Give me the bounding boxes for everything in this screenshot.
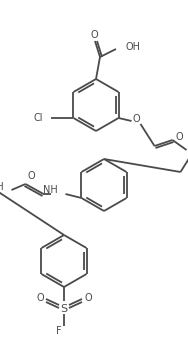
- Text: OH: OH: [125, 42, 140, 52]
- Text: F: F: [56, 326, 62, 336]
- Text: Cl: Cl: [34, 113, 43, 123]
- Text: O: O: [90, 30, 98, 40]
- Text: O: O: [176, 132, 183, 142]
- Text: O: O: [36, 293, 44, 303]
- Text: O: O: [84, 293, 92, 303]
- Text: NH: NH: [0, 182, 4, 192]
- Text: NH: NH: [43, 185, 58, 195]
- Text: O: O: [28, 171, 35, 181]
- Text: O: O: [133, 114, 140, 124]
- Text: S: S: [60, 304, 67, 314]
